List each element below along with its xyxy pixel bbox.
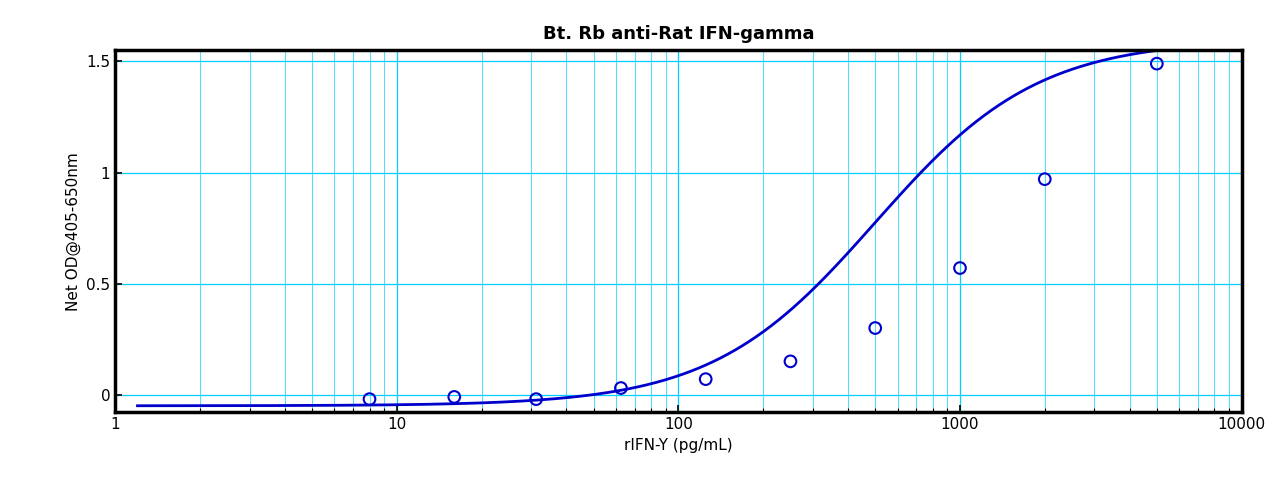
X-axis label: rIFN-Y (pg/mL): rIFN-Y (pg/mL)	[625, 438, 732, 453]
Point	[1034, 175, 1055, 183]
Point	[360, 395, 380, 403]
Point	[1147, 60, 1167, 68]
Y-axis label: Net OD@405-650nm: Net OD@405-650nm	[65, 152, 81, 311]
Point	[611, 384, 631, 392]
Point	[865, 324, 886, 332]
Point	[444, 393, 465, 401]
Point	[695, 375, 716, 383]
Point	[950, 264, 970, 272]
Title: Bt. Rb anti-Rat IFN-gamma: Bt. Rb anti-Rat IFN-gamma	[543, 25, 814, 43]
Point	[526, 395, 547, 403]
Point	[781, 357, 801, 365]
